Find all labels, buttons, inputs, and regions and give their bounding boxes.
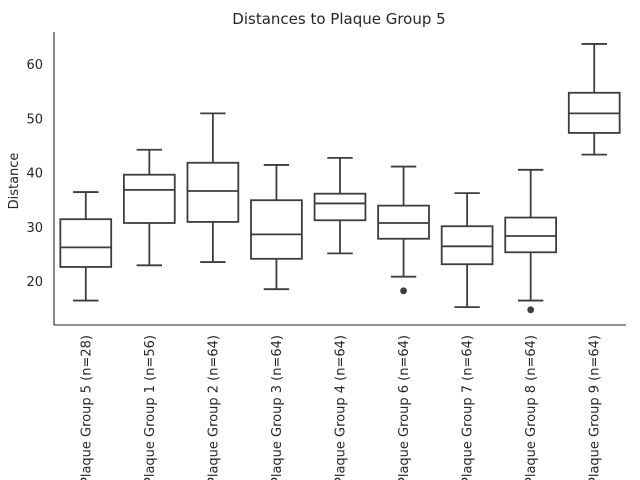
y-ticks: 20 30 40 50 60 [26,58,43,290]
box-iqr [504,216,557,254]
box-group [123,148,176,267]
x-tick-label: Plaque Group 1 (n=56) [143,335,158,480]
axes [53,32,626,326]
y-tick-label: 30 [26,221,43,236]
x-tick-label: Plaque Group 8 (n=64) [524,335,539,480]
box-group [250,164,303,291]
box-group [567,43,621,156]
box-group [59,191,113,302]
x-tick-label: Plaque Group 6 (n=64) [397,335,412,480]
outlier-point [527,306,535,314]
chart-title: Distances to Plaque Group 5 [232,10,445,28]
x-tick-label: Plaque Group 4 (n=64) [334,335,349,480]
box-iqr [440,225,494,266]
x-tick-label: Plaque Group 2 (n=64) [206,335,221,480]
outlier-point [400,287,407,295]
box-group [313,156,367,255]
y-tick-label: 40 [26,167,43,182]
y-tick-label: 60 [26,58,43,73]
box-iqr [313,192,367,222]
box-group [440,192,494,308]
box-iqr [250,199,303,260]
x-tick-label: Plaque Group 5 (n=28) [79,335,94,480]
box-iqr [59,218,113,268]
x-tick-label: Plaque Group 9 (n=64) [588,335,603,480]
box-iqr [186,161,240,223]
x-ticks: Plaque Group 5 (n=28) Plaque Group 1 (n=5… [79,335,602,480]
box-group [377,165,430,295]
x-tick-label: Plaque Group 3 (n=64) [270,335,285,480]
y-tick-label: 20 [26,275,43,290]
y-tick-label: 50 [26,112,43,127]
box-iqr [123,173,176,224]
x-tick-label: Plaque Group 7 (n=64) [461,335,476,480]
box-group [504,168,557,314]
box-group [186,112,240,263]
boxes [59,43,621,314]
y-axis-label: Distance [7,153,22,210]
